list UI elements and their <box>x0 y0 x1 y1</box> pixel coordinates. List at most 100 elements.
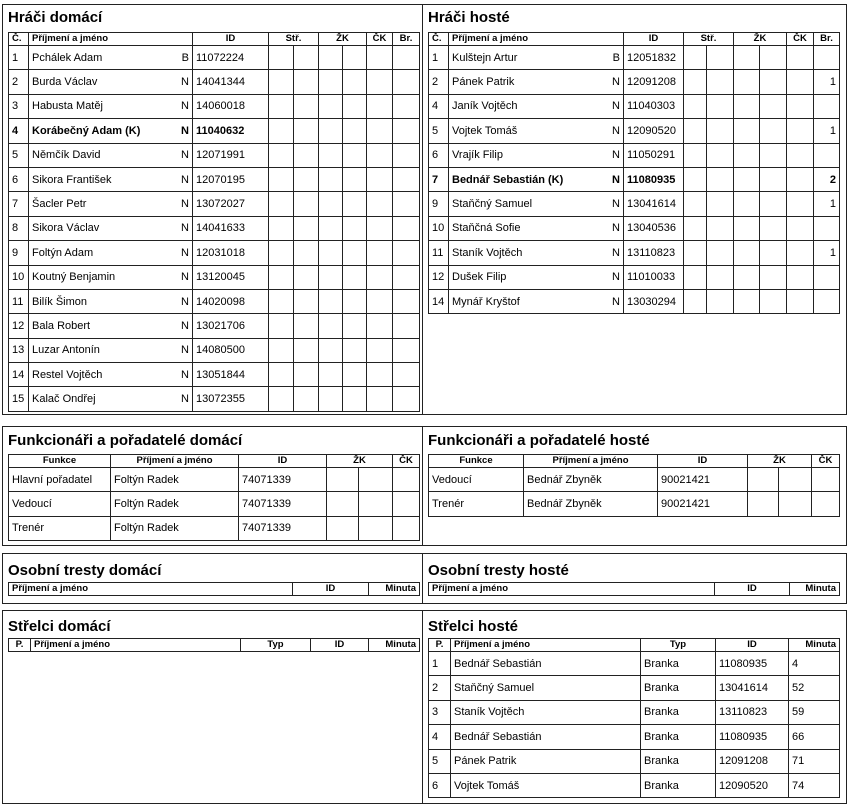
goal-minute-cell[interactable] <box>268 337 294 364</box>
yellow-card-cell[interactable] <box>318 264 343 290</box>
goal-minute-cell[interactable] <box>683 264 707 290</box>
yellow-card-cell[interactable] <box>318 166 343 193</box>
goal-minute-cell[interactable] <box>268 313 294 339</box>
yellow-card-cell[interactable] <box>341 166 368 193</box>
goal-minute-cell[interactable] <box>706 240 734 266</box>
goal-minute-cell[interactable] <box>683 44 707 71</box>
yellow-card-cell[interactable] <box>758 118 788 144</box>
goal-minute-cell[interactable] <box>268 362 294 388</box>
red-card-cell[interactable] <box>366 69 394 95</box>
red-card-cell[interactable] <box>786 288 815 315</box>
goal-minute-cell[interactable] <box>683 240 707 266</box>
red-card-cell[interactable] <box>786 44 815 71</box>
goal-minute-cell[interactable] <box>706 215 734 242</box>
red-card-cell[interactable] <box>786 264 815 290</box>
goal-minute-cell[interactable] <box>293 93 319 120</box>
yellow-card-cell[interactable] <box>318 215 343 242</box>
yellow-card-cell[interactable] <box>318 142 343 168</box>
goal-minute-cell[interactable] <box>683 191 707 217</box>
yellow-card-cell[interactable] <box>758 93 788 120</box>
yellow-card-cell[interactable] <box>758 142 788 168</box>
yellow-card-cell[interactable] <box>341 362 368 388</box>
yellow-card-cell[interactable] <box>758 191 788 217</box>
yellow-card-cell[interactable] <box>747 491 779 517</box>
goal-minute-cell[interactable] <box>706 44 734 71</box>
goal-minute-cell[interactable] <box>268 93 294 120</box>
goal-minute-cell[interactable] <box>268 118 294 144</box>
goal-minute-cell[interactable] <box>268 142 294 168</box>
yellow-card-cell[interactable] <box>318 362 343 388</box>
yellow-card-cell[interactable] <box>326 466 359 493</box>
yellow-card-cell[interactable] <box>341 386 368 412</box>
yellow-card-cell[interactable] <box>326 515 359 541</box>
yellow-card-cell[interactable] <box>733 215 760 242</box>
red-card-cell[interactable] <box>366 240 394 266</box>
yellow-card-cell[interactable] <box>341 44 368 71</box>
yellow-card-cell[interactable] <box>318 337 343 364</box>
goal-minute-cell[interactable] <box>683 166 707 193</box>
yellow-card-cell[interactable] <box>747 466 779 493</box>
red-card-cell[interactable] <box>392 466 421 493</box>
goal-minute-cell[interactable] <box>268 264 294 290</box>
yellow-card-cell[interactable] <box>777 491 813 517</box>
red-card-cell[interactable] <box>366 386 394 412</box>
red-card-cell[interactable] <box>786 215 815 242</box>
yellow-card-cell[interactable] <box>733 93 760 120</box>
yellow-card-cell[interactable] <box>758 44 788 71</box>
yellow-card-cell[interactable] <box>341 118 368 144</box>
goal-minute-cell[interactable] <box>706 191 734 217</box>
goal-minute-cell[interactable] <box>293 118 319 144</box>
red-card-cell[interactable] <box>811 466 841 493</box>
yellow-card-cell[interactable] <box>318 69 343 95</box>
goal-minute-cell[interactable] <box>683 69 707 95</box>
red-card-cell[interactable] <box>366 191 394 217</box>
yellow-card-cell[interactable] <box>318 288 343 315</box>
yellow-card-cell[interactable] <box>341 288 368 315</box>
yellow-card-cell[interactable] <box>318 118 343 144</box>
yellow-card-cell[interactable] <box>318 240 343 266</box>
red-card-cell[interactable] <box>366 44 394 71</box>
goal-minute-cell[interactable] <box>293 264 319 290</box>
red-card-cell[interactable] <box>392 491 421 517</box>
yellow-card-cell[interactable] <box>341 93 368 120</box>
red-card-cell[interactable] <box>366 288 394 315</box>
goal-minute-cell[interactable] <box>293 44 319 71</box>
goal-minute-cell[interactable] <box>683 93 707 120</box>
goal-minute-cell[interactable] <box>293 362 319 388</box>
goal-minute-cell[interactable] <box>268 288 294 315</box>
goal-minute-cell[interactable] <box>683 215 707 242</box>
yellow-card-cell[interactable] <box>341 215 368 242</box>
yellow-card-cell[interactable] <box>341 337 368 364</box>
goal-minute-cell[interactable] <box>293 337 319 364</box>
goal-minute-cell[interactable] <box>268 166 294 193</box>
red-card-cell[interactable] <box>392 515 421 541</box>
yellow-card-cell[interactable] <box>318 44 343 71</box>
goal-minute-cell[interactable] <box>706 264 734 290</box>
red-card-cell[interactable] <box>366 215 394 242</box>
goal-minute-cell[interactable] <box>683 118 707 144</box>
yellow-card-cell[interactable] <box>758 288 788 315</box>
yellow-card-cell[interactable] <box>326 491 359 517</box>
red-card-cell[interactable] <box>811 491 841 517</box>
goal-minute-cell[interactable] <box>293 69 319 95</box>
goal-minute-cell[interactable] <box>706 69 734 95</box>
yellow-card-cell[interactable] <box>733 264 760 290</box>
yellow-card-cell[interactable] <box>733 288 760 315</box>
goal-minute-cell[interactable] <box>293 191 319 217</box>
yellow-card-cell[interactable] <box>758 240 788 266</box>
yellow-card-cell[interactable] <box>733 166 760 193</box>
goal-minute-cell[interactable] <box>683 288 707 315</box>
goal-minute-cell[interactable] <box>268 69 294 95</box>
goal-minute-cell[interactable] <box>706 166 734 193</box>
goal-minute-cell[interactable] <box>293 288 319 315</box>
red-card-cell[interactable] <box>786 240 815 266</box>
red-card-cell[interactable] <box>786 118 815 144</box>
yellow-card-cell[interactable] <box>357 491 394 517</box>
red-card-cell[interactable] <box>786 191 815 217</box>
yellow-card-cell[interactable] <box>318 386 343 412</box>
red-card-cell[interactable] <box>366 142 394 168</box>
yellow-card-cell[interactable] <box>341 191 368 217</box>
yellow-card-cell[interactable] <box>733 44 760 71</box>
goal-minute-cell[interactable] <box>293 142 319 168</box>
yellow-card-cell[interactable] <box>341 264 368 290</box>
